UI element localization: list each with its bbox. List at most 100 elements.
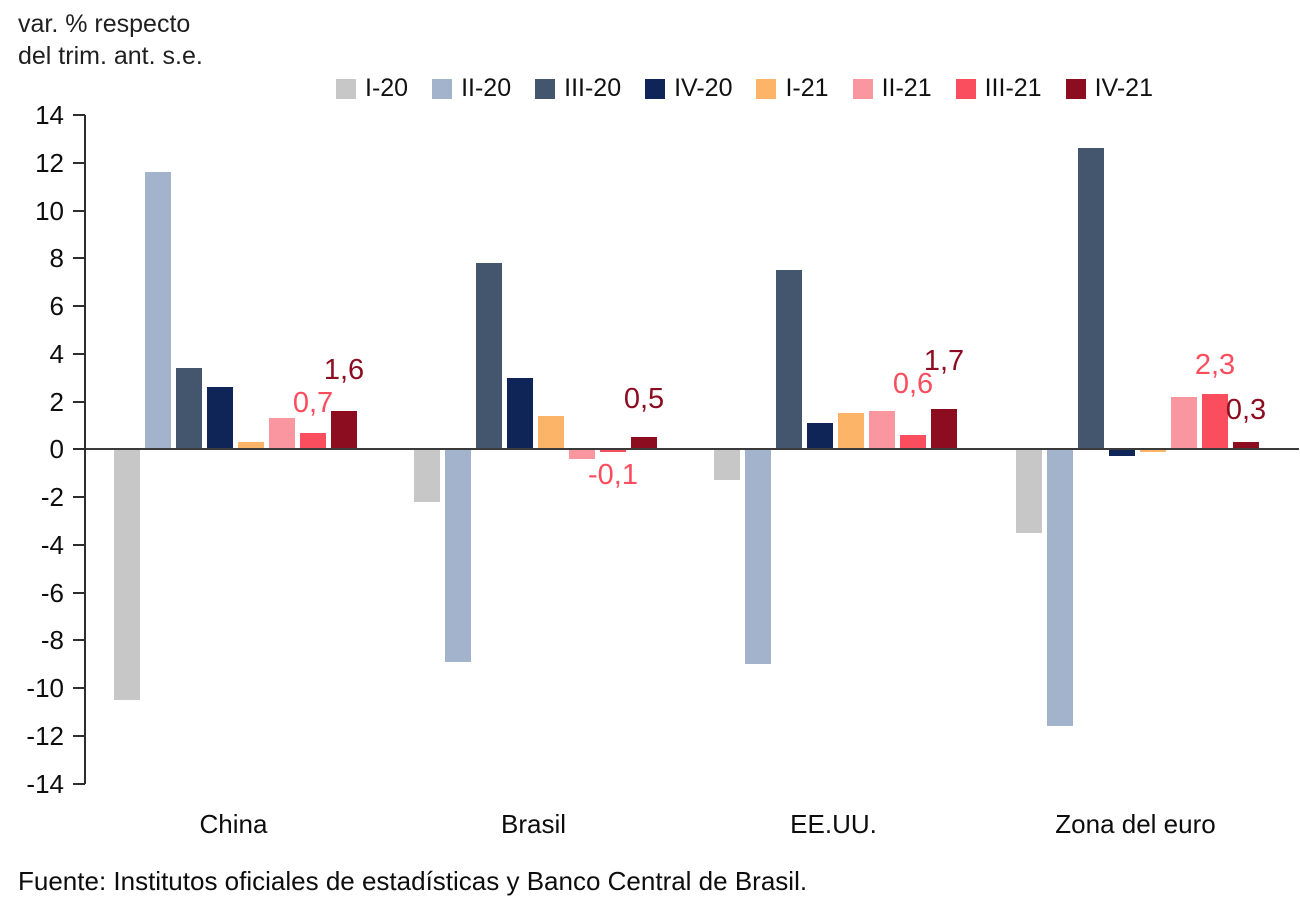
y-axis-tick-label: 6: [49, 291, 64, 322]
legend-label: III-21: [984, 74, 1042, 102]
legend-item-iv-20: IV-20: [645, 74, 732, 103]
bar-iv-21-brasil: [631, 437, 657, 450]
y-axis-tick-label: 14: [35, 100, 64, 130]
category-label-brasil: Brasil: [500, 809, 566, 839]
y-axis-tick-label: 12: [35, 147, 64, 178]
y-axis-tick: [73, 352, 85, 355]
bar-ii-20-brasil: [445, 449, 471, 662]
legend-item-i-20: I-20: [336, 74, 408, 103]
plot-area: 14 12 10 8 6 4 2 0 -2 -4 -6 -8 -10 -12 -14 0,7 1,6 -0,1 0,…: [26, 100, 1299, 799]
y-axis-tick: [73, 305, 85, 308]
source-note: Fuente: Institutos oficiales de estadíst…: [18, 866, 808, 896]
y-axis-tick-label: 8: [49, 243, 64, 274]
legend-swatch-icon: [852, 78, 873, 99]
y-axis-tick: [73, 543, 85, 546]
legend-label: I-20: [365, 74, 409, 102]
category-label-china: China: [199, 809, 268, 839]
bar-iii-20-china: [176, 368, 202, 450]
bar-iii-20-ee-uu: [776, 270, 802, 450]
legend-item-i-21: I-21: [756, 74, 829, 103]
bar-i-21-zona-del-euro: [1140, 449, 1166, 452]
category-label-zona-del-euro: Zona del euro: [1055, 809, 1216, 839]
y-axis-tick: [73, 448, 85, 451]
bar-ii-21-zona-del-euro: [1171, 396, 1197, 450]
bar-i-20-brasil: [414, 449, 440, 502]
zero-axis-line: [86, 448, 1299, 451]
bar-i-21-brasil: [538, 415, 564, 450]
bar-iii-21-brasil: [600, 449, 626, 452]
bar-value-label: -0,1: [588, 458, 638, 491]
y-axis-tick-label: -8: [40, 625, 64, 656]
y-axis-tick-label: -14: [26, 768, 64, 799]
y-axis-tick: [73, 591, 85, 594]
legend-swatch-icon: [535, 78, 556, 99]
bar-iv-20-ee-uu: [807, 423, 833, 450]
bar-iii-21-china: [300, 432, 326, 450]
bar-iv-21-zona-del-euro: [1233, 442, 1259, 450]
y-axis-tick-label: -6: [40, 577, 64, 608]
bar-ii-20-zona-del-euro: [1047, 449, 1073, 727]
y-axis-tick: [73, 161, 85, 164]
bar-iii-21-zona-del-euro: [1202, 394, 1228, 450]
y-axis-tick-label: -2: [40, 482, 64, 513]
y-axis-tick: [73, 782, 85, 785]
legend-item-iv-21: IV-21: [1065, 74, 1153, 103]
y-axis-tick: [73, 114, 85, 116]
legend-item-iii-20: III-20: [535, 74, 621, 103]
legend-swatch-icon: [756, 78, 777, 99]
bar-ii-21-brasil: [569, 449, 595, 459]
legend-item-ii-21: II-21: [852, 74, 932, 103]
bar-i-21-china: [238, 442, 264, 450]
y-axis-tick-label: -12: [26, 720, 64, 751]
y-axis-tick: [73, 209, 85, 212]
y-axis-tick: [73, 687, 85, 690]
bar-value-label: 0,3: [1225, 394, 1267, 427]
y-axis-tick-label: 4: [49, 338, 64, 369]
y-axis-tick-label: 2: [49, 386, 64, 417]
bar-ii-20-china: [145, 172, 171, 450]
bar-ii-20-ee-uu: [745, 449, 771, 665]
legend-item-ii-20: II-20: [432, 74, 511, 103]
legend-swatch-icon: [432, 78, 453, 99]
legend-label: IV-20: [674, 74, 733, 102]
chart-title: var. % respecto del trim. ant. s.e.: [18, 8, 203, 72]
y-axis-tick: [73, 257, 85, 260]
bar-i-21-ee-uu: [838, 413, 864, 450]
y-axis-tick: [73, 639, 85, 642]
legend-label: IV-21: [1094, 74, 1153, 102]
bar-ii-21-ee-uu: [869, 411, 895, 450]
bar-value-label: 0,6: [892, 367, 934, 400]
bar-i-20-zona-del-euro: [1016, 449, 1042, 533]
legend-swatch-icon: [955, 78, 976, 99]
bar-iv-21-ee-uu: [931, 408, 957, 450]
y-axis-tick-label: 0: [49, 434, 64, 465]
chart-title-line1: var. % respecto: [18, 10, 191, 38]
bar-iii-20-brasil: [476, 263, 502, 450]
bar-iv-20-brasil: [507, 377, 533, 450]
bar-value-label: 1,7: [923, 344, 965, 377]
category-label-ee-uu: EE.UU.: [790, 809, 877, 839]
legend-label: II-21: [881, 74, 932, 102]
legend: I-20 II-20 III-20 IV-20 I-21 II-21 III-21 IV-21: [336, 74, 1153, 103]
bar-value-label: 0,5: [623, 383, 665, 416]
y-axis-tick-label: 10: [35, 195, 64, 226]
bar-iii-20-zona-del-euro: [1078, 148, 1104, 450]
bar-iv-20-zona-del-euro: [1109, 449, 1135, 457]
bar-ii-21-china: [269, 418, 295, 450]
y-axis-tick-label: -10: [26, 673, 64, 704]
legend-label: II-20: [461, 74, 512, 102]
y-axis-tick: [73, 734, 85, 737]
bar-value-label: 2,3: [1194, 349, 1236, 382]
y-axis-tick-label: -4: [40, 529, 64, 560]
legend-item-iii-21: III-21: [955, 74, 1042, 103]
legend-swatch-icon: [645, 78, 666, 99]
bar-i-20-ee-uu: [714, 449, 740, 481]
bar-iv-20-china: [207, 387, 233, 450]
bar-value-label: 1,6: [323, 354, 365, 387]
bar-value-label: 0,7: [292, 386, 334, 419]
legend-swatch-icon: [1065, 78, 1086, 99]
bar-iv-21-china: [331, 411, 357, 450]
y-axis-tick: [73, 496, 85, 499]
legend-label: I-21: [785, 74, 829, 102]
